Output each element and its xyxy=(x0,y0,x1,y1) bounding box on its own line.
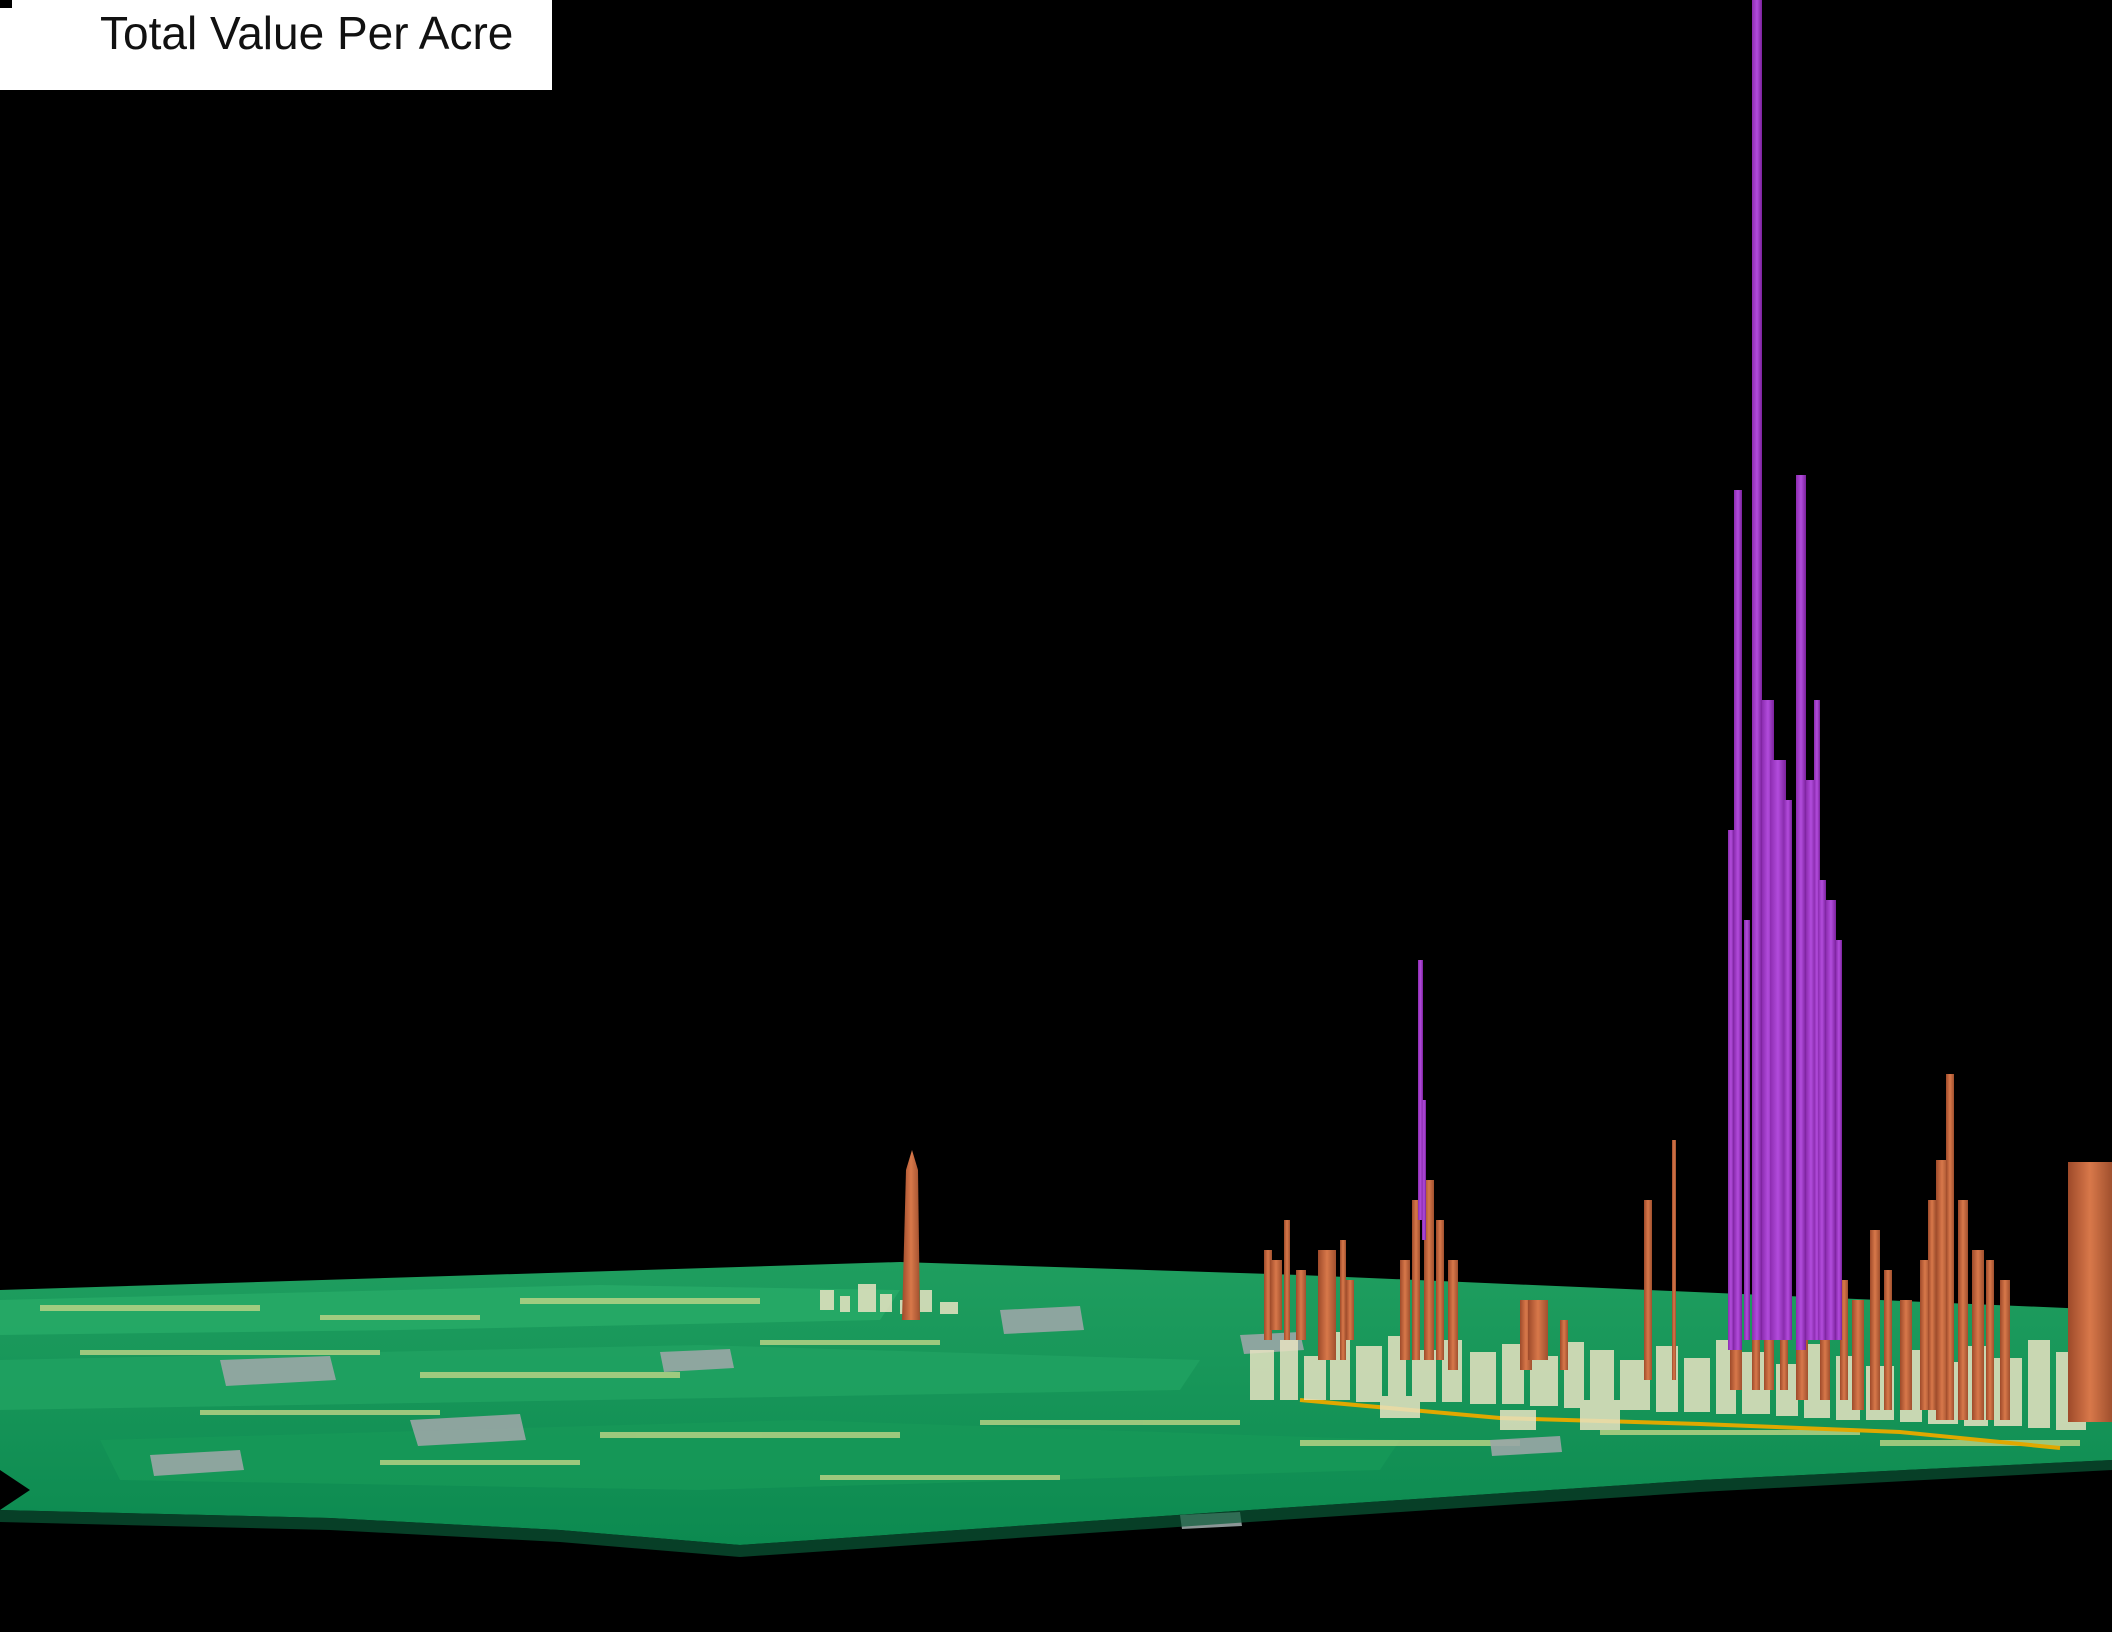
legend-title: Total Value Per Acre xyxy=(100,7,514,59)
high-value-spikes xyxy=(1418,0,1842,1350)
ground-surface xyxy=(0,1262,2112,1545)
legend-box: Total Value Per Acre xyxy=(0,0,552,90)
legend-decoration xyxy=(0,0,12,8)
ground-edge-shadow xyxy=(0,1460,2112,1557)
